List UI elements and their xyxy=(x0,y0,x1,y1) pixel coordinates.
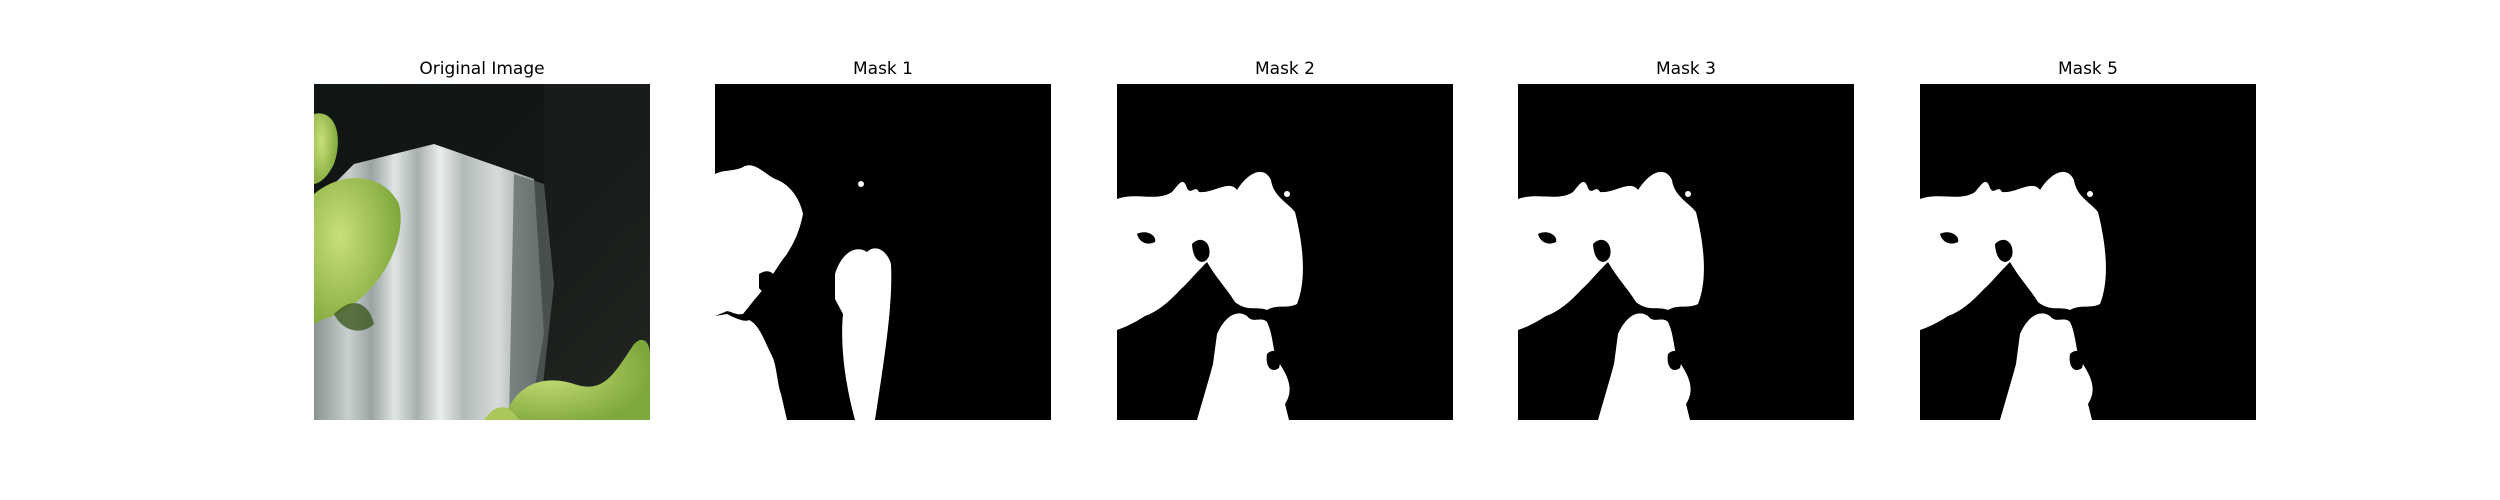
mask-2-image xyxy=(1117,84,1453,420)
mask-3-image xyxy=(1518,84,1854,420)
original-image xyxy=(314,84,650,420)
mask-2-title: Mask 2 xyxy=(1254,59,1315,79)
mask-5-image xyxy=(1920,84,2256,420)
mask-1-title: Mask 1 xyxy=(852,59,913,79)
mask-1-image xyxy=(715,84,1051,420)
mask-3-title: Mask 3 xyxy=(1655,59,1716,79)
original-image-title: Original Image xyxy=(419,59,545,79)
mask-5-title: Mask 5 xyxy=(2057,59,2118,79)
